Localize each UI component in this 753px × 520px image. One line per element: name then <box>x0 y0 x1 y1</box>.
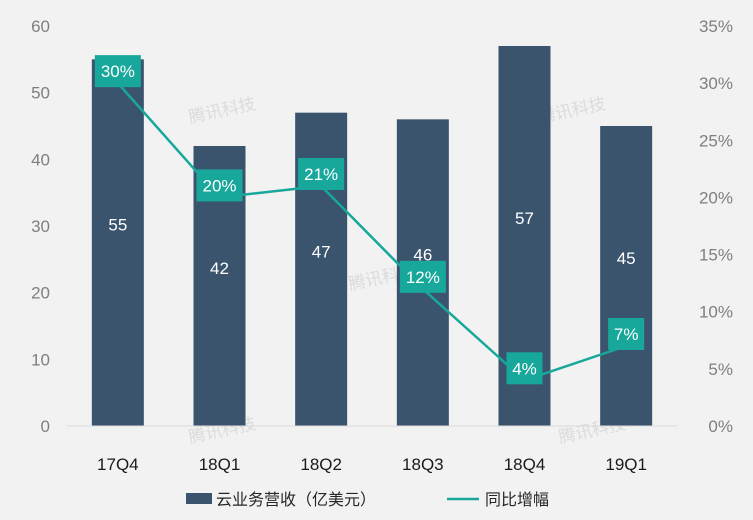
growth-label-box <box>298 158 345 190</box>
growth-label: 20% <box>202 176 236 195</box>
right-axis-tick: 10% <box>699 303 733 322</box>
category-label: 18Q3 <box>402 455 444 474</box>
growth-label-box <box>196 169 243 202</box>
left-axis-tick: 30 <box>31 217 50 236</box>
category-label: 18Q1 <box>199 455 241 474</box>
bar-value-label: 42 <box>210 259 229 278</box>
left-axis-tick: 60 <box>31 17 50 36</box>
bar <box>600 126 653 426</box>
growth-label-box <box>506 352 543 385</box>
x-axis-category-labels: 17Q4 18Q1 18Q2 18Q3 18Q4 19Q1 <box>97 455 647 474</box>
bar-value-label: 57 <box>515 209 534 228</box>
category-label: 19Q1 <box>605 455 647 474</box>
legend-line-label: 同比增幅 <box>485 490 549 509</box>
legend-bar-swatch <box>186 493 212 504</box>
legend: 云业务营收（亿美元） 同比增幅 <box>186 490 549 509</box>
legend-bar-label: 云业务营收（亿美元） <box>216 490 376 509</box>
left-axis-tick: 10 <box>31 350 50 369</box>
right-axis-tick: 15% <box>699 246 733 265</box>
left-axis-ticks: 0 10 20 30 40 50 60 <box>31 17 50 436</box>
growth-label-box <box>94 55 141 88</box>
growth-label-box <box>608 318 645 350</box>
right-axis-tick: 35% <box>699 17 733 36</box>
growth-labels: 30% 20% 21% 12% 4% 7% <box>94 55 645 385</box>
growth-label: 12% <box>406 268 440 287</box>
right-axis-tick: 0% <box>708 417 733 436</box>
left-axis-tick: 40 <box>31 150 50 169</box>
bar <box>91 59 144 426</box>
growth-label: 21% <box>304 165 338 184</box>
growth-label-box <box>399 260 446 293</box>
category-label: 17Q4 <box>97 455 139 474</box>
growth-label: 7% <box>614 325 639 344</box>
left-axis-tick: 50 <box>31 84 50 103</box>
bar-value-label: 46 <box>413 246 432 265</box>
left-axis-tick: 0 <box>41 417 50 436</box>
right-axis-ticks: 0% 5% 10% 15% 20% 25% 30% 35% <box>699 17 733 436</box>
bar-value-label: 45 <box>617 249 636 268</box>
category-label: 18Q2 <box>300 455 342 474</box>
left-axis-tick: 20 <box>31 284 50 303</box>
category-label: 18Q4 <box>504 455 546 474</box>
bar-value-label: 55 <box>108 216 127 235</box>
bar-value-label: 47 <box>312 242 331 261</box>
right-axis-tick: 20% <box>699 188 733 207</box>
bar-labels: 55 42 47 46 57 45 <box>108 209 635 278</box>
right-axis-tick: 25% <box>699 131 733 150</box>
right-axis-tick: 5% <box>708 360 733 379</box>
watermark: 腾讯科技 <box>187 94 258 128</box>
growth-label: 30% <box>101 62 135 81</box>
right-axis-tick: 30% <box>699 74 733 93</box>
growth-label: 4% <box>512 359 537 378</box>
